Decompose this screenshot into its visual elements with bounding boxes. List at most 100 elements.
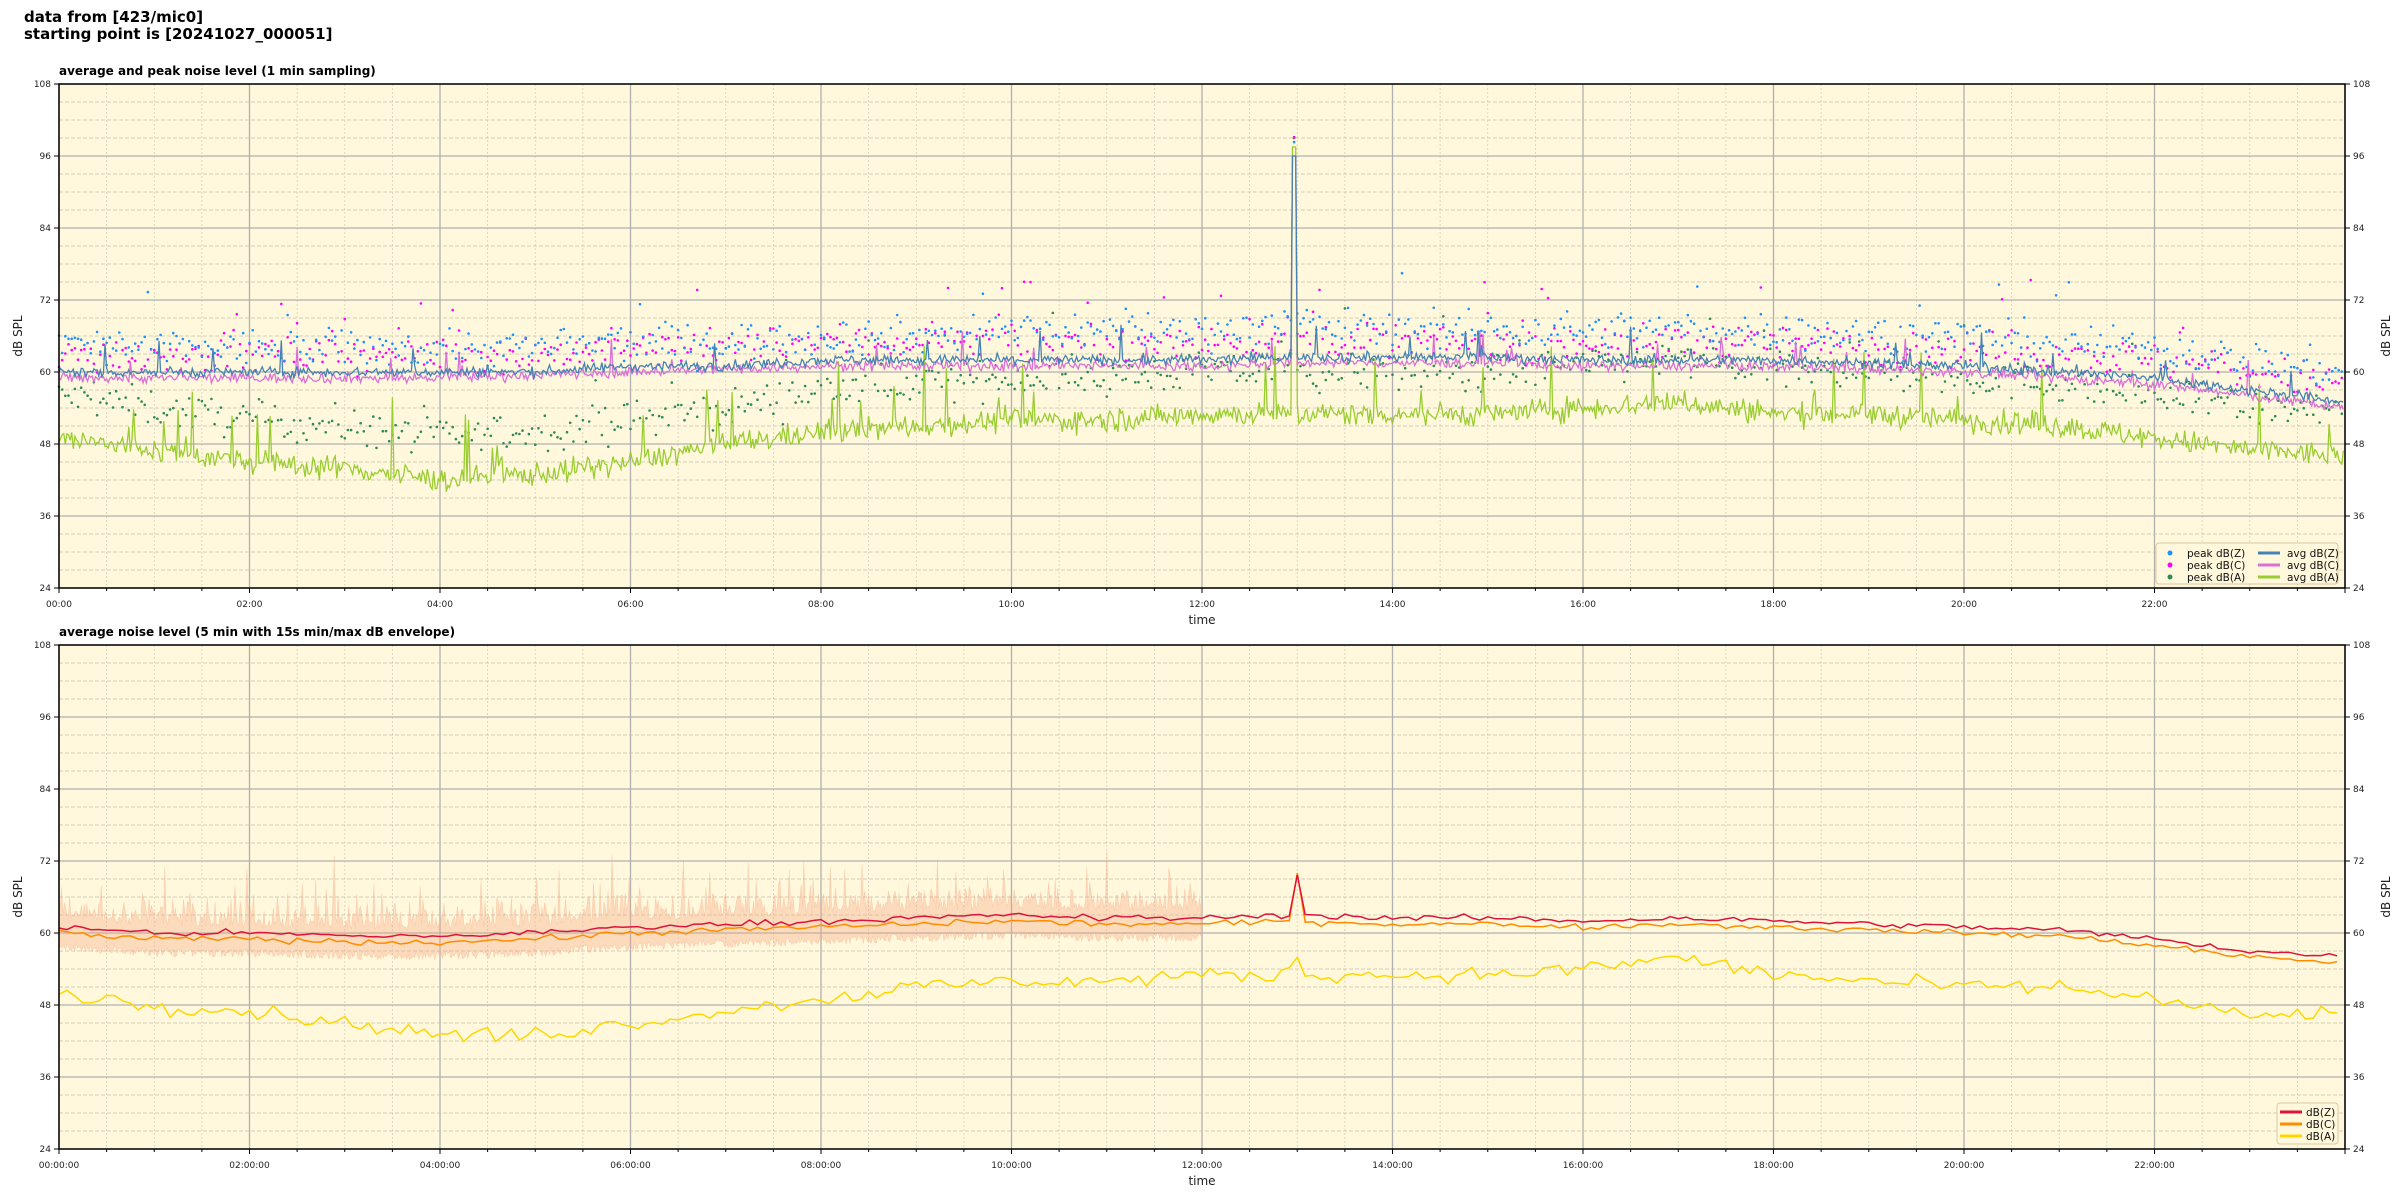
- peak-point: [1121, 327, 1124, 331]
- peak-point: [1172, 346, 1175, 350]
- peak-point: [2315, 382, 2318, 386]
- peak-point: [1715, 347, 1718, 351]
- peak-point: [289, 341, 293, 345]
- peak-point: [511, 350, 515, 353]
- peak-point: [1988, 389, 1991, 393]
- peak-point: [1880, 363, 1883, 367]
- peak-point: [1442, 323, 1445, 326]
- peak-point: [400, 358, 404, 362]
- peak-point: [730, 332, 734, 336]
- peak-point: [1194, 356, 1197, 359]
- peak-point: [2102, 355, 2105, 359]
- peak-point: [895, 392, 899, 396]
- peak-point: [333, 335, 337, 338]
- peak-point: [1677, 356, 1680, 360]
- peak-point: [295, 335, 299, 339]
- peak-point: [854, 338, 858, 341]
- peak-point: [546, 350, 550, 354]
- peak-point: [2016, 358, 2020, 361]
- peak-point: [2042, 341, 2045, 345]
- peak-point: [861, 345, 864, 349]
- peak-point: [657, 326, 661, 330]
- peak-point: [127, 360, 131, 363]
- peak-point: [378, 350, 382, 354]
- peak-point: [1632, 339, 1636, 342]
- peak-point: [1489, 316, 1493, 320]
- peak-point: [1308, 320, 1312, 324]
- peak-point: [2118, 348, 2121, 351]
- peak-point: [1813, 341, 1817, 345]
- peak-point: [1838, 345, 1842, 348]
- peak-point: [327, 338, 331, 342]
- peak-point: [470, 343, 474, 346]
- peak-point: [1873, 326, 1877, 329]
- peak-point: [1569, 330, 1572, 333]
- peak-point: [2080, 347, 2083, 351]
- peak-point: [816, 325, 820, 328]
- peak-point: [1175, 377, 1178, 381]
- peak-point: [1010, 383, 1013, 386]
- peak-point: [1400, 377, 1404, 381]
- peak-point: [695, 369, 699, 373]
- peak-point: [772, 412, 775, 416]
- peak-point: [67, 343, 70, 346]
- peak-point: [349, 428, 353, 432]
- peak-point: [2261, 408, 2264, 411]
- peak-point: [1454, 323, 1458, 326]
- peak-point: [251, 419, 254, 423]
- peak-point: [565, 357, 569, 361]
- peak-point: [83, 347, 86, 351]
- peak-point: [597, 338, 601, 341]
- peak-point: [2242, 356, 2245, 359]
- peak-point: [518, 364, 521, 368]
- peak-point: [1962, 348, 1966, 351]
- peak-point: [810, 344, 813, 347]
- peak-point: [991, 373, 994, 377]
- peak-point: [2312, 413, 2315, 417]
- peak-point: [1048, 345, 1051, 349]
- x-tick-label: 12:00: [1189, 600, 1215, 610]
- peak-point: [2200, 363, 2204, 367]
- peak-point: [1318, 315, 1321, 319]
- peak-point: [845, 397, 848, 401]
- peak-point: [1791, 349, 1794, 353]
- peak-point: [2131, 349, 2134, 353]
- peak-point: [667, 424, 670, 427]
- peak-point: [1438, 369, 1442, 373]
- peak-point: [1848, 334, 1851, 338]
- plot-area: [57, 135, 2345, 492]
- peak-point: [1877, 321, 1880, 325]
- peak-point: [527, 432, 531, 436]
- peak-point: [2099, 362, 2102, 365]
- peak-point: [330, 339, 334, 342]
- peak-point: [245, 410, 248, 414]
- peak-point: [1483, 330, 1486, 334]
- peak-point: [835, 343, 839, 347]
- peak-point: [1835, 343, 1839, 346]
- peak-point: [381, 344, 385, 347]
- peak-point: [1950, 336, 1953, 339]
- peak-point: [2223, 361, 2226, 365]
- peak-point: [2080, 345, 2083, 348]
- peak-point: [2073, 387, 2077, 391]
- peak-point: [1400, 271, 1404, 275]
- peak-point: [375, 446, 378, 450]
- peak-point: [1778, 328, 1782, 331]
- peak-point: [854, 378, 858, 381]
- peak-point: [378, 337, 382, 341]
- peak-point: [943, 333, 947, 336]
- peak-point: [1756, 332, 1759, 336]
- peak-point: [445, 344, 448, 348]
- peak-point: [626, 339, 629, 343]
- peak-point: [2292, 365, 2296, 369]
- peak-point: [384, 429, 388, 433]
- peak-point: [1330, 333, 1334, 336]
- peak-point: [527, 363, 531, 366]
- peak-point: [749, 324, 753, 327]
- peak-point: [1397, 345, 1401, 349]
- peak-point: [241, 404, 245, 408]
- peak-point: [540, 337, 543, 341]
- peak-point: [2111, 355, 2115, 358]
- peak-point: [2207, 363, 2210, 366]
- peak-point: [838, 341, 842, 344]
